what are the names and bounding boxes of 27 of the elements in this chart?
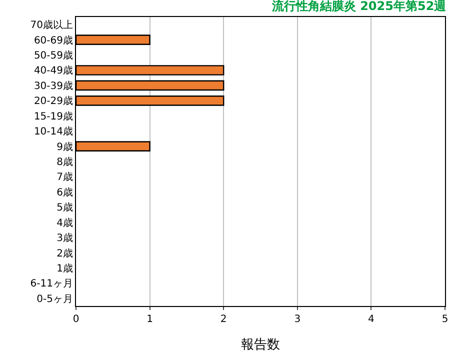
y-tick-label: 10-14歳 xyxy=(34,126,73,138)
x-tick-label: 1 xyxy=(146,314,153,325)
y-tick-label: 20-29歳 xyxy=(34,95,73,108)
y-tick-label: 15-19歳 xyxy=(34,110,73,122)
y-tick-label: 50-59歳 xyxy=(34,50,73,62)
y-tick-label: 60-69歳 xyxy=(34,34,73,46)
chart-title: 流行性角結膜炎 2025年第52週 xyxy=(270,0,448,14)
y-tick-label: 40-49歳 xyxy=(34,64,73,77)
y-tick-label: 6歳 xyxy=(56,186,73,198)
y-tick-label: 6-11ヶ月 xyxy=(30,278,73,290)
y-tick-label: 2歳 xyxy=(56,247,73,260)
y-tick-label: 30-39歳 xyxy=(34,80,73,92)
y-tick-label: 1歳 xyxy=(56,262,73,274)
y-tick-label: 3歳 xyxy=(56,232,73,244)
y-tick-label: 5歳 xyxy=(56,202,73,214)
y-tick-label: 7歳 xyxy=(56,171,73,184)
x-tick-label: 0 xyxy=(72,314,80,325)
x-tick-label: 2 xyxy=(220,314,227,325)
x-tick-label: 4 xyxy=(368,314,374,325)
x-tick-label: 3 xyxy=(294,314,301,325)
y-tick-label: 0-5ヶ月 xyxy=(36,294,73,305)
y-tick-label: 8歳 xyxy=(56,156,73,168)
y-tick-label: 70歳以上 xyxy=(30,19,73,32)
y-tick-label: 9歳 xyxy=(56,140,73,153)
x-tick-label: 5 xyxy=(442,314,448,325)
y-tick-label: 4歳 xyxy=(56,216,73,229)
x-axis-title: 報告数 xyxy=(241,338,280,353)
